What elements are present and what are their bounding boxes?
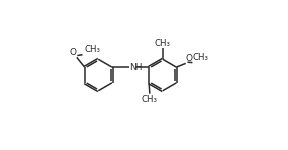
Text: CH₃: CH₃ (155, 39, 171, 48)
Text: O: O (186, 54, 193, 63)
Text: CH₃: CH₃ (142, 95, 158, 104)
Text: CH₃: CH₃ (84, 45, 100, 54)
Text: CH₃: CH₃ (193, 53, 209, 62)
Text: O: O (69, 48, 76, 57)
Text: NH: NH (130, 63, 143, 72)
